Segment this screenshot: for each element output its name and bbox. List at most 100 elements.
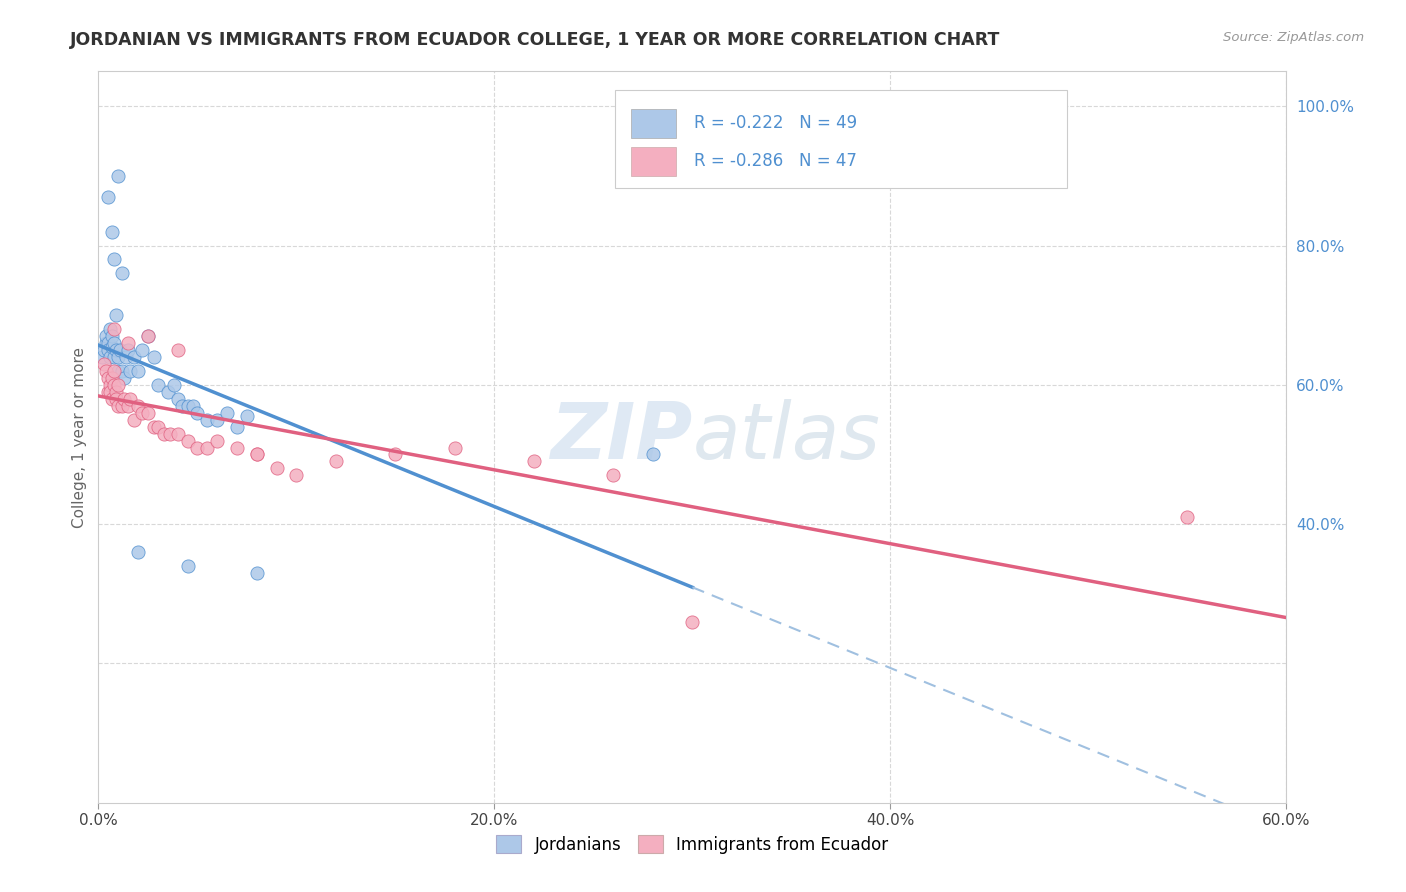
Point — [112, 371, 135, 385]
Point — [96, 336, 118, 351]
Point — [93, 357, 115, 371]
Point — [246, 566, 269, 580]
Bar — [631, 109, 676, 138]
Point — [107, 399, 129, 413]
Point — [120, 364, 142, 378]
Y-axis label: College, 1 year or more: College, 1 year or more — [72, 347, 87, 527]
Point — [91, 350, 114, 364]
Point — [97, 343, 120, 357]
Point — [97, 190, 120, 204]
Point — [176, 399, 198, 413]
Bar — [631, 146, 676, 176]
Point — [266, 461, 288, 475]
Point — [195, 441, 218, 455]
Point — [122, 350, 145, 364]
Point — [101, 225, 124, 239]
Point — [156, 384, 179, 399]
Point — [103, 322, 125, 336]
Text: atlas: atlas — [693, 399, 880, 475]
Point — [127, 399, 149, 413]
Point — [127, 364, 149, 378]
Point — [111, 364, 134, 378]
Point — [325, 454, 347, 468]
Point — [97, 336, 120, 351]
Point — [115, 350, 138, 364]
Point — [236, 409, 259, 424]
Point — [105, 343, 128, 357]
Point — [117, 336, 139, 351]
Point — [111, 266, 134, 280]
Point — [176, 558, 198, 573]
Point — [682, 615, 704, 629]
Point — [96, 364, 118, 378]
FancyBboxPatch shape — [616, 90, 1067, 188]
Point — [98, 377, 121, 392]
Point — [166, 343, 188, 357]
Point — [131, 406, 153, 420]
Text: Source: ZipAtlas.com: Source: ZipAtlas.com — [1223, 31, 1364, 45]
Point — [103, 377, 125, 392]
Text: R = -0.286   N = 47: R = -0.286 N = 47 — [693, 153, 856, 170]
Point — [170, 399, 193, 413]
Point — [285, 468, 308, 483]
Text: R = -0.222   N = 49: R = -0.222 N = 49 — [693, 114, 856, 132]
Text: ZIP: ZIP — [550, 399, 693, 475]
Point — [226, 441, 249, 455]
Point — [101, 339, 124, 353]
Point — [136, 329, 159, 343]
Point — [97, 371, 120, 385]
Point — [103, 336, 125, 351]
Point — [105, 392, 128, 406]
Point — [163, 377, 186, 392]
Point — [98, 384, 121, 399]
Point — [101, 371, 124, 385]
Point — [136, 329, 159, 343]
Point — [444, 441, 467, 455]
Point — [142, 350, 165, 364]
Point — [122, 412, 145, 426]
Point — [186, 406, 208, 420]
Point — [207, 412, 229, 426]
Point — [186, 441, 208, 455]
Point — [131, 343, 153, 357]
Point — [159, 426, 181, 441]
Point — [107, 377, 129, 392]
Point — [176, 434, 198, 448]
Point — [1177, 510, 1199, 524]
Point — [98, 350, 121, 364]
Point — [105, 308, 128, 322]
Point — [246, 448, 269, 462]
Point — [97, 384, 120, 399]
Point — [127, 545, 149, 559]
Point — [217, 406, 239, 420]
Point — [602, 468, 624, 483]
Point — [96, 329, 118, 343]
Legend: Jordanians, Immigrants from Ecuador: Jordanians, Immigrants from Ecuador — [489, 829, 896, 860]
Point — [101, 392, 124, 406]
Point — [166, 426, 188, 441]
Point — [111, 399, 134, 413]
Point — [101, 329, 124, 343]
Point — [195, 412, 218, 426]
Text: JORDANIAN VS IMMIGRANTS FROM ECUADOR COLLEGE, 1 YEAR OR MORE CORRELATION CHART: JORDANIAN VS IMMIGRANTS FROM ECUADOR COL… — [70, 31, 1001, 49]
Point — [136, 406, 159, 420]
Point — [107, 169, 129, 183]
Point — [166, 392, 188, 406]
Point — [384, 448, 406, 462]
Point — [117, 399, 139, 413]
Point — [641, 448, 664, 462]
Point — [107, 350, 129, 364]
Point — [103, 350, 125, 364]
Point — [98, 322, 121, 336]
Point — [142, 419, 165, 434]
Point — [112, 392, 135, 406]
Point — [183, 399, 205, 413]
Point — [146, 377, 169, 392]
Point — [117, 343, 139, 357]
Point — [246, 448, 269, 462]
Point — [226, 419, 249, 434]
Point — [93, 343, 115, 357]
Point — [103, 252, 125, 267]
Point — [152, 426, 174, 441]
Point — [103, 364, 125, 378]
